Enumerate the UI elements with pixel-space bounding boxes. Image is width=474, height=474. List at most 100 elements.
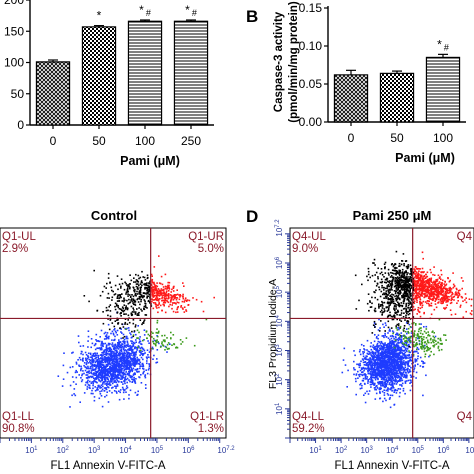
scatter-point [124,360,126,363]
scatter-point [100,390,103,392]
scatter-point [84,384,87,386]
scatter-point [404,355,406,357]
scatter-point [98,384,100,387]
scatter-point [425,280,427,282]
scatter-point [391,387,393,390]
scatter-point [132,378,134,381]
scatter-point [405,271,408,274]
scatter-point [57,375,60,377]
scatter-point [130,298,133,300]
scatter-point [162,303,164,306]
scatter-point [141,323,143,326]
scatter-point [172,290,175,292]
scatter-point [122,367,124,370]
scatter-point [392,356,394,358]
scatter-point [131,370,133,373]
scatter-point [390,367,393,370]
scatter-point [114,358,117,361]
scatter-point [101,355,103,357]
scatter-point [447,292,450,294]
scatter-point [408,357,410,359]
scatter-point [430,295,433,298]
scatter-point [133,287,135,289]
scatter-point [444,280,446,283]
scatter-point [384,342,386,344]
scatter-point [145,283,147,285]
scatter-point [166,287,169,290]
scatter-point [384,366,386,368]
scatter-point [93,368,96,371]
scatter-point [427,290,430,292]
scatter-point [397,334,399,336]
scatter-point [389,330,391,332]
scatter-point [452,293,454,295]
scatter-point [403,279,405,282]
scatter-point [121,356,123,359]
scatter-point [157,311,159,314]
scatter-point [438,286,440,289]
scatter-point [71,352,73,354]
scatter-point [101,348,103,350]
scatter-point [423,326,425,328]
scatter-point [387,344,389,347]
scatter-point [384,360,386,363]
scatter-point [141,284,143,287]
scatter-point [421,304,424,307]
scatter-point [394,281,396,283]
scatter-point [432,295,435,298]
scatter-point [143,305,146,308]
scatter-point [426,282,429,285]
scatter-point [403,373,406,376]
scatter-point [400,379,402,382]
scatter-point [443,286,445,289]
significance-hash: # [444,42,449,52]
scatter-point [342,359,345,361]
scatter-point [121,323,123,325]
scatter-point [103,285,106,288]
scatter-point [363,394,365,396]
scatter-point [123,360,125,362]
scatter-point [131,357,134,360]
scatter-point [90,392,93,395]
scatter-point [395,355,398,357]
scatter-point [425,325,428,328]
scatter-point [391,370,393,372]
significance-star: * [437,37,442,51]
scatter-point [373,354,376,357]
scatter-point [385,389,387,392]
scatter-point [160,275,163,278]
scatter-point [168,288,171,290]
scatter-point [119,378,122,380]
scatter-point [114,373,116,375]
scatter-point [146,357,148,360]
scatter-point [358,366,361,369]
scatter-point [112,371,115,373]
scatter-point [380,382,383,384]
scatter-point [411,354,413,356]
scatter-point [370,345,372,348]
scatter-point [405,349,408,352]
scatter-point [156,285,159,288]
scatter-point [147,354,149,356]
scatter-point [396,276,399,278]
scatter-point [403,264,405,267]
scatter-point [383,367,385,369]
scatter-point [111,322,114,324]
scatter-point [158,290,161,292]
scatter-point [439,298,442,301]
scatter-point [397,342,400,344]
scatter-point [415,286,418,289]
scatter-point [105,363,108,366]
scatter-point [138,331,140,334]
scatter-point [393,366,395,369]
scatter-point [151,346,154,349]
scatter-point [116,329,119,332]
scatter-point [420,280,423,282]
scatter-point [399,372,401,374]
scatter-point [112,372,114,375]
scatter-point [399,367,402,369]
scatter-point [385,281,387,284]
scatter-point [127,344,129,347]
scatter-point [158,292,161,294]
scatter-point [392,387,395,389]
